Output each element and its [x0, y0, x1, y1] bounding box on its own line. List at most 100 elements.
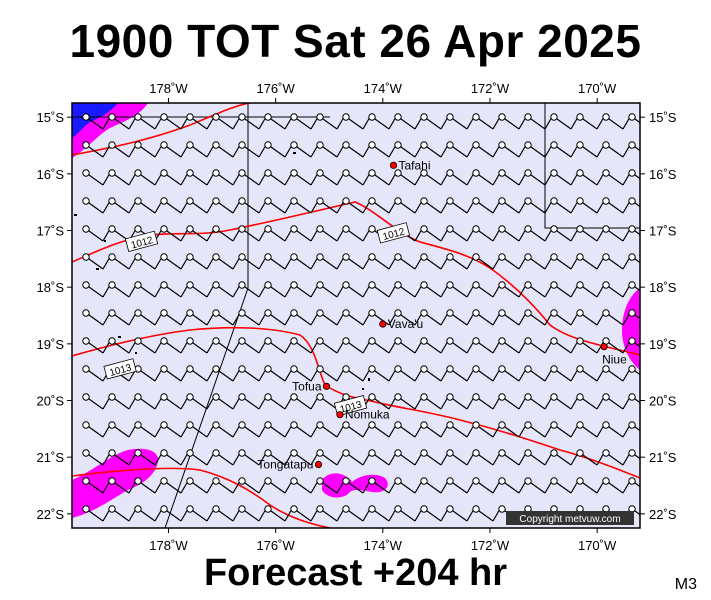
- wind-barb-icon: [576, 225, 605, 242]
- wind-barb-icon: [290, 225, 319, 242]
- isobar-1013: [72, 326, 640, 479]
- lon-label-bottom: 176˚W: [256, 538, 295, 553]
- wind-barb-icon: [550, 365, 579, 382]
- wind-barb-icon: [550, 477, 579, 494]
- wind-barb-icon: [186, 505, 215, 522]
- chart-title: 1900 TOT Sat 26 Apr 2025: [69, 15, 642, 67]
- wind-barb-icon: [316, 253, 345, 270]
- wind-barb-icon: [446, 477, 475, 494]
- lat-label-right: 22˚S: [649, 507, 677, 522]
- wind-barb-icon: [550, 393, 579, 410]
- wind-barb-icon: [238, 477, 267, 494]
- wind-barb-icon: [446, 281, 475, 298]
- lon-label-top: 174˚W: [364, 81, 403, 96]
- wind-barb-icon: [82, 477, 111, 494]
- wind-barb-icon: [394, 113, 423, 130]
- lat-label-right: 21˚S: [649, 450, 677, 465]
- wind-barb-icon: [290, 197, 319, 214]
- wind-barb-icon: [108, 197, 137, 214]
- wind-barb-icon: [290, 281, 319, 298]
- wind-barb-icon: [160, 337, 189, 354]
- wind-barb-icon: [628, 421, 640, 432]
- lat-label-left: 17˚S: [37, 224, 65, 239]
- copyright-box: Copyright metvuw.com: [506, 511, 634, 525]
- place-dot: [389, 161, 398, 169]
- wind-barb-icon: [628, 393, 640, 404]
- wind-barb-icon: [420, 393, 449, 410]
- wind-barb-icon: [550, 337, 579, 354]
- wind-barb-icon: [186, 141, 215, 158]
- wind-barb-icon: [524, 309, 553, 326]
- lon-label-bottom: 174˚W: [364, 538, 403, 553]
- wind-barb-icon: [290, 253, 319, 270]
- wind-barb-icon: [82, 449, 111, 466]
- wind-barb-icon: [186, 113, 215, 130]
- wind-barb-icon: [238, 169, 267, 186]
- wind-barb-icon: [472, 477, 501, 494]
- wind-barb-icon: [316, 449, 345, 466]
- wind-barb-icon: [446, 505, 475, 522]
- place-label: Nomuka: [345, 408, 390, 422]
- wind-barb-icon: [82, 253, 111, 270]
- wind-barb-icon: [602, 309, 631, 326]
- wind-barb-icon: [368, 113, 397, 130]
- wind-barb-icon: [264, 169, 293, 186]
- wind-barb-icon: [316, 169, 345, 186]
- wind-barb-icon: [264, 197, 293, 214]
- wind-barb-icon: [264, 365, 293, 382]
- wind-barb-icon: [82, 225, 111, 242]
- wind-barb-icon: [368, 197, 397, 214]
- wind-barb-icon: [186, 393, 215, 410]
- wind-barb-icon: [316, 141, 345, 158]
- wind-barb-icon: [368, 253, 397, 270]
- wind-barb-icon: [576, 309, 605, 326]
- wind-barb-icon: [82, 141, 111, 158]
- wind-barb-icon: [238, 281, 267, 298]
- wind-barb-icon: [524, 141, 553, 158]
- wind-barb-icon: [316, 337, 345, 354]
- isobar-south: [72, 467, 331, 528]
- wind-barb-icon: [576, 477, 605, 494]
- wind-barbs: [82, 113, 640, 522]
- wind-barb-icon: [212, 169, 241, 186]
- wind-barb-icon: [160, 477, 189, 494]
- wind-barb-icon: [498, 337, 527, 354]
- wind-barb-icon: [186, 449, 215, 466]
- wind-barb-icon: [134, 505, 163, 522]
- wind-barb-icon: [394, 393, 423, 410]
- wind-barb-icon: [108, 169, 137, 186]
- wind-barb-icon: [420, 337, 449, 354]
- wind-barb-icon: [160, 505, 189, 522]
- wind-barb-icon: [472, 225, 501, 242]
- wind-barb-icon: [160, 197, 189, 214]
- wind-barb-icon: [82, 337, 111, 354]
- lat-label-left: 18˚S: [37, 280, 65, 295]
- wind-barb-icon: [498, 113, 527, 130]
- wind-barb-icon: [576, 253, 605, 270]
- wind-barb-icon: [160, 393, 189, 410]
- wind-barb-icon: [576, 337, 605, 354]
- wind-barb-icon: [472, 197, 501, 214]
- wind-barb-icon: [186, 365, 215, 382]
- wind-barb-icon: [290, 505, 319, 522]
- wind-barb-icon: [342, 225, 371, 242]
- wind-barb-icon: [576, 113, 605, 130]
- wind-barb-icon: [134, 309, 163, 326]
- wind-barb-icon: [472, 449, 501, 466]
- wind-barb-icon: [186, 281, 215, 298]
- wind-barb-icon: [290, 169, 319, 186]
- wind-barb-icon: [316, 225, 345, 242]
- wind-barb-icon: [108, 449, 137, 466]
- wind-barb-icon: [394, 365, 423, 382]
- wind-barb-icon: [550, 225, 579, 242]
- place-marker: Nomuka: [336, 408, 390, 422]
- wind-barb-icon: [394, 281, 423, 298]
- wind-barb-icon: [576, 449, 605, 466]
- wind-barb-icon: [498, 477, 527, 494]
- wind-barb-icon: [316, 365, 345, 382]
- wind-barb-icon: [316, 309, 345, 326]
- wind-barb-icon: [186, 197, 215, 214]
- lat-label-right: 19˚S: [649, 337, 677, 352]
- wind-barb-icon: [316, 197, 345, 214]
- wind-barb-icon: [238, 225, 267, 242]
